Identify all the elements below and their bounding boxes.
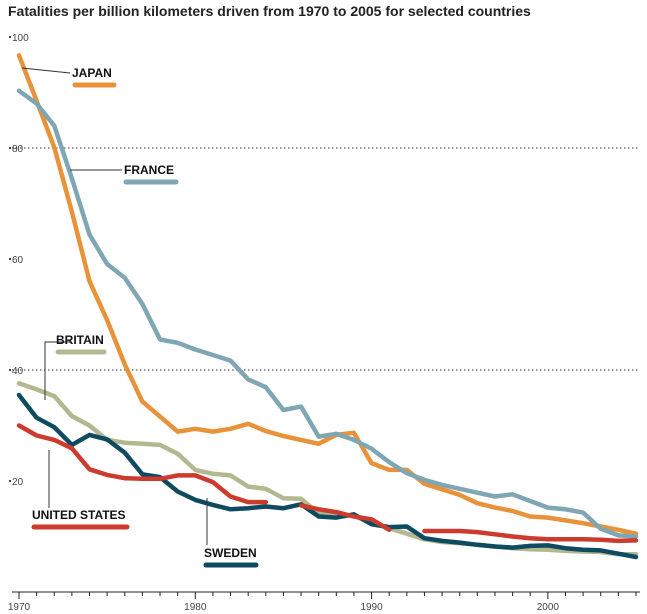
japan-leader-line bbox=[21, 67, 71, 74]
y-tick-label-80: 80 bbox=[12, 144, 24, 155]
y-tick-label-20: 20 bbox=[12, 477, 24, 488]
series-line-united-states-part-1 bbox=[16, 423, 269, 505]
x-tick-label-1970: 1970 bbox=[8, 602, 31, 613]
y-tick-dot-80 bbox=[9, 147, 11, 149]
x-tick-label-1990: 1990 bbox=[360, 602, 383, 613]
y-tick-dot-40 bbox=[9, 369, 11, 371]
gridlines bbox=[12, 147, 640, 371]
legend-labels: JAPAN FRANCE BRITAIN UNITED STATES SWEDE… bbox=[21, 66, 259, 568]
series-line-united-states-part-3 bbox=[422, 528, 639, 544]
britain-label: BRITAIN bbox=[56, 333, 104, 347]
series-line-france bbox=[16, 88, 639, 539]
axes: 100 80 60 40 20 1970 1980 1990 2000 bbox=[8, 33, 640, 613]
x-tick-label-1980: 1980 bbox=[184, 602, 207, 613]
y-tick-dot-20 bbox=[9, 480, 11, 482]
y-tick-label-40: 40 bbox=[12, 366, 24, 377]
series-line-sweden bbox=[16, 392, 639, 560]
france-label: FRANCE bbox=[124, 163, 174, 177]
series-lines bbox=[16, 53, 639, 560]
y-tick-label-60: 60 bbox=[12, 255, 24, 266]
japan-label: JAPAN bbox=[72, 66, 112, 80]
series-line-united-states-part-2 bbox=[298, 503, 392, 533]
y-tick-dot-100 bbox=[9, 36, 11, 38]
y-tick-label-100: 100 bbox=[12, 33, 29, 44]
y-tick-dot-60 bbox=[9, 258, 11, 260]
sweden-label: SWEDEN bbox=[204, 546, 257, 560]
britain-leader-line bbox=[44, 341, 70, 400]
x-tick-label-2000: 2000 bbox=[537, 602, 560, 613]
us-label: UNITED STATES bbox=[32, 508, 126, 522]
series-line-japan bbox=[16, 53, 639, 536]
chart-title: Fatalities per billion kilometers driven… bbox=[8, 3, 531, 19]
series-line-britain bbox=[16, 381, 639, 557]
